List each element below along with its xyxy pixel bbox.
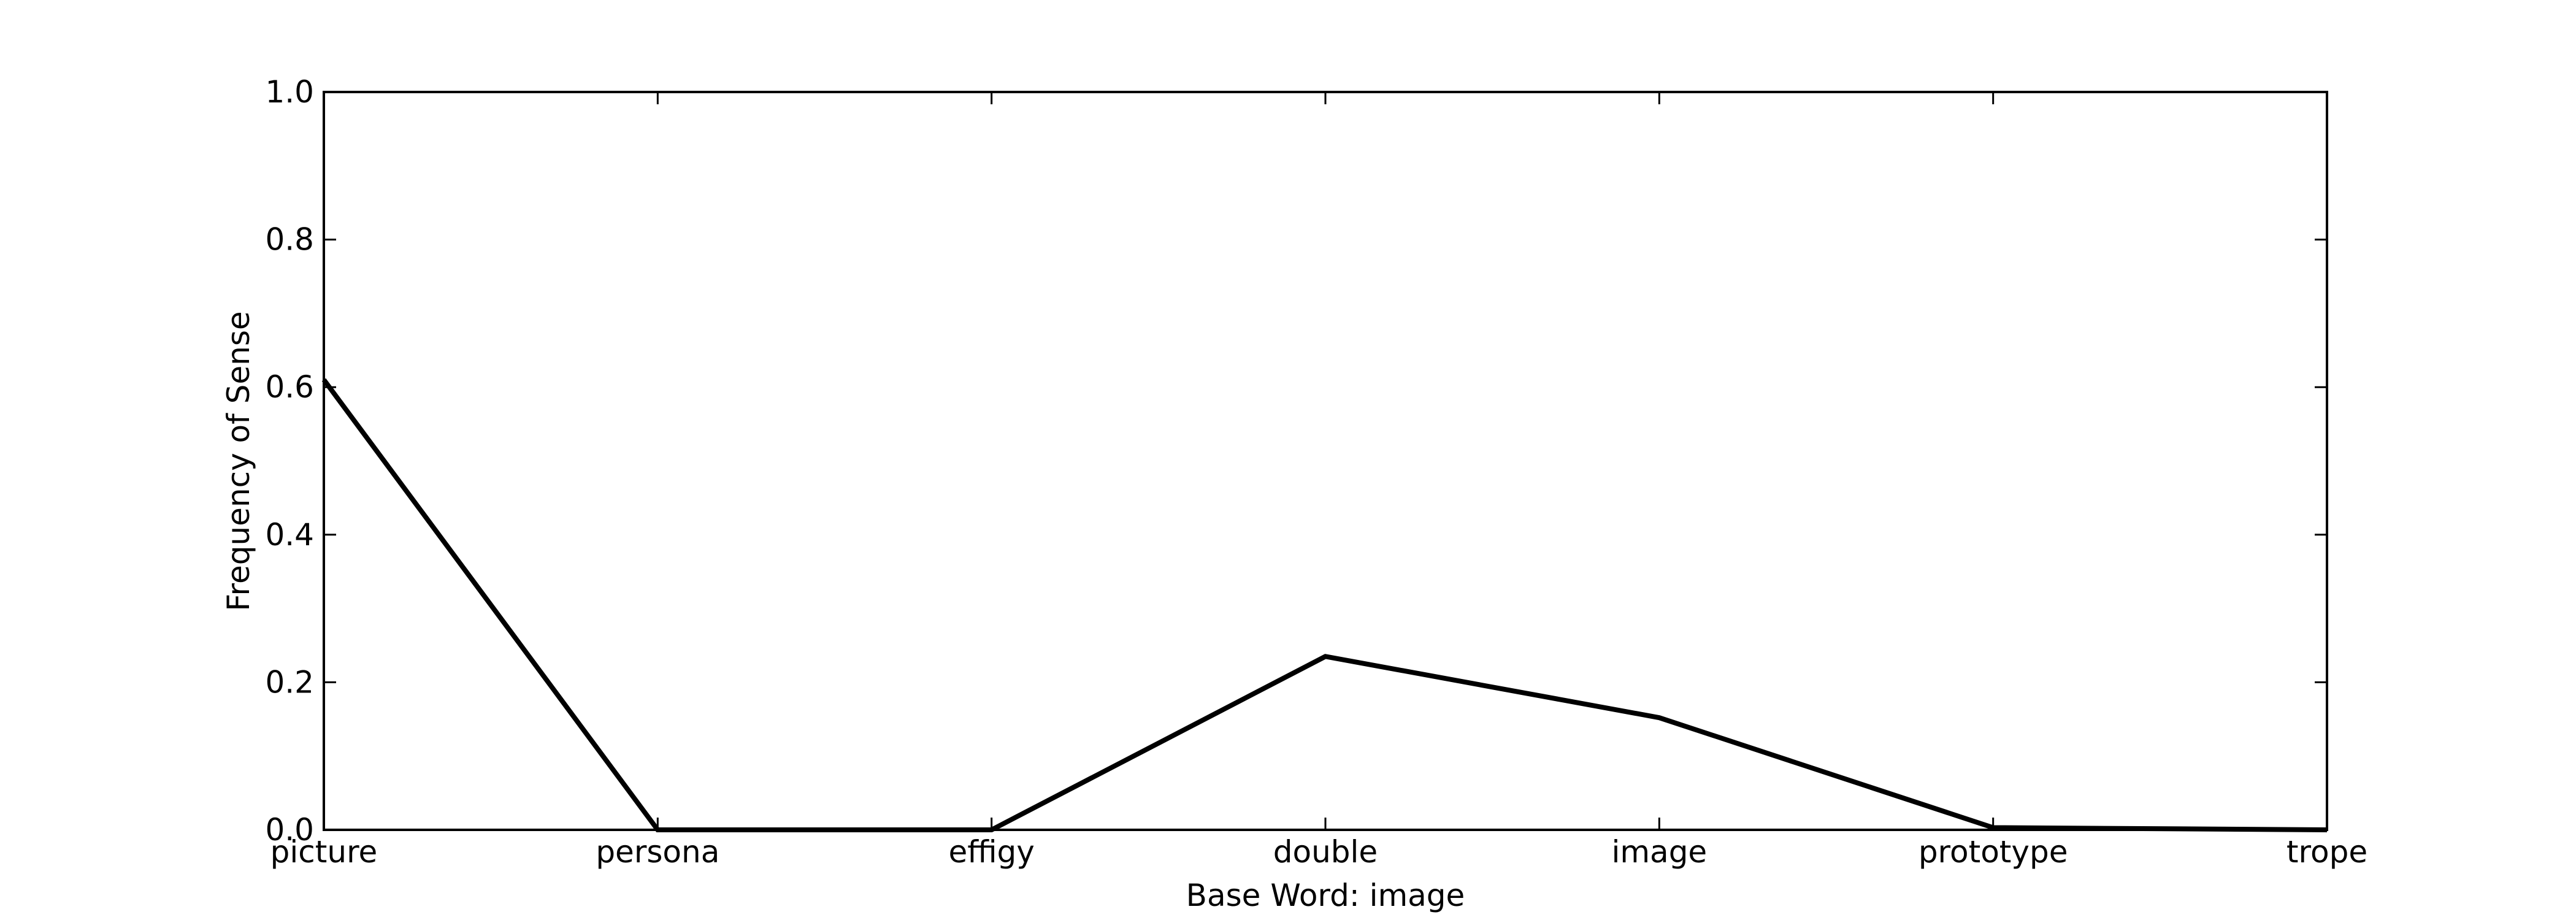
x-axis-label: Base Word: image [1186, 878, 1465, 913]
x-tick-label: effigy [948, 834, 1034, 870]
y-tick-label: 0.4 [265, 517, 314, 553]
y-axis-label: Frequency of Sense [221, 311, 256, 611]
y-tick-label: 0.6 [265, 369, 314, 405]
x-tick-label: trope [2287, 834, 2367, 870]
x-tick-label: double [1273, 834, 1378, 870]
y-tick-label: 1.0 [265, 74, 314, 110]
y-tick-label: 0.8 [265, 222, 314, 258]
x-axis-ticks: picture persona effigy double image prototype… [270, 92, 2367, 870]
x-tick-label: persona [596, 834, 719, 870]
y-tick-label: 0.2 [265, 664, 314, 700]
series-line [321, 378, 2328, 832]
plot-area-frame [323, 91, 2328, 831]
y-axis-ticks: 0.0 0.2 0.4 0.6 0.8 1.0 [265, 74, 2327, 848]
x-tick-label: picture [270, 834, 378, 870]
x-tick-label: prototype [1919, 834, 2068, 870]
x-tick-label: image [1611, 834, 1707, 870]
y-tick-label: 0.0 [265, 812, 314, 848]
